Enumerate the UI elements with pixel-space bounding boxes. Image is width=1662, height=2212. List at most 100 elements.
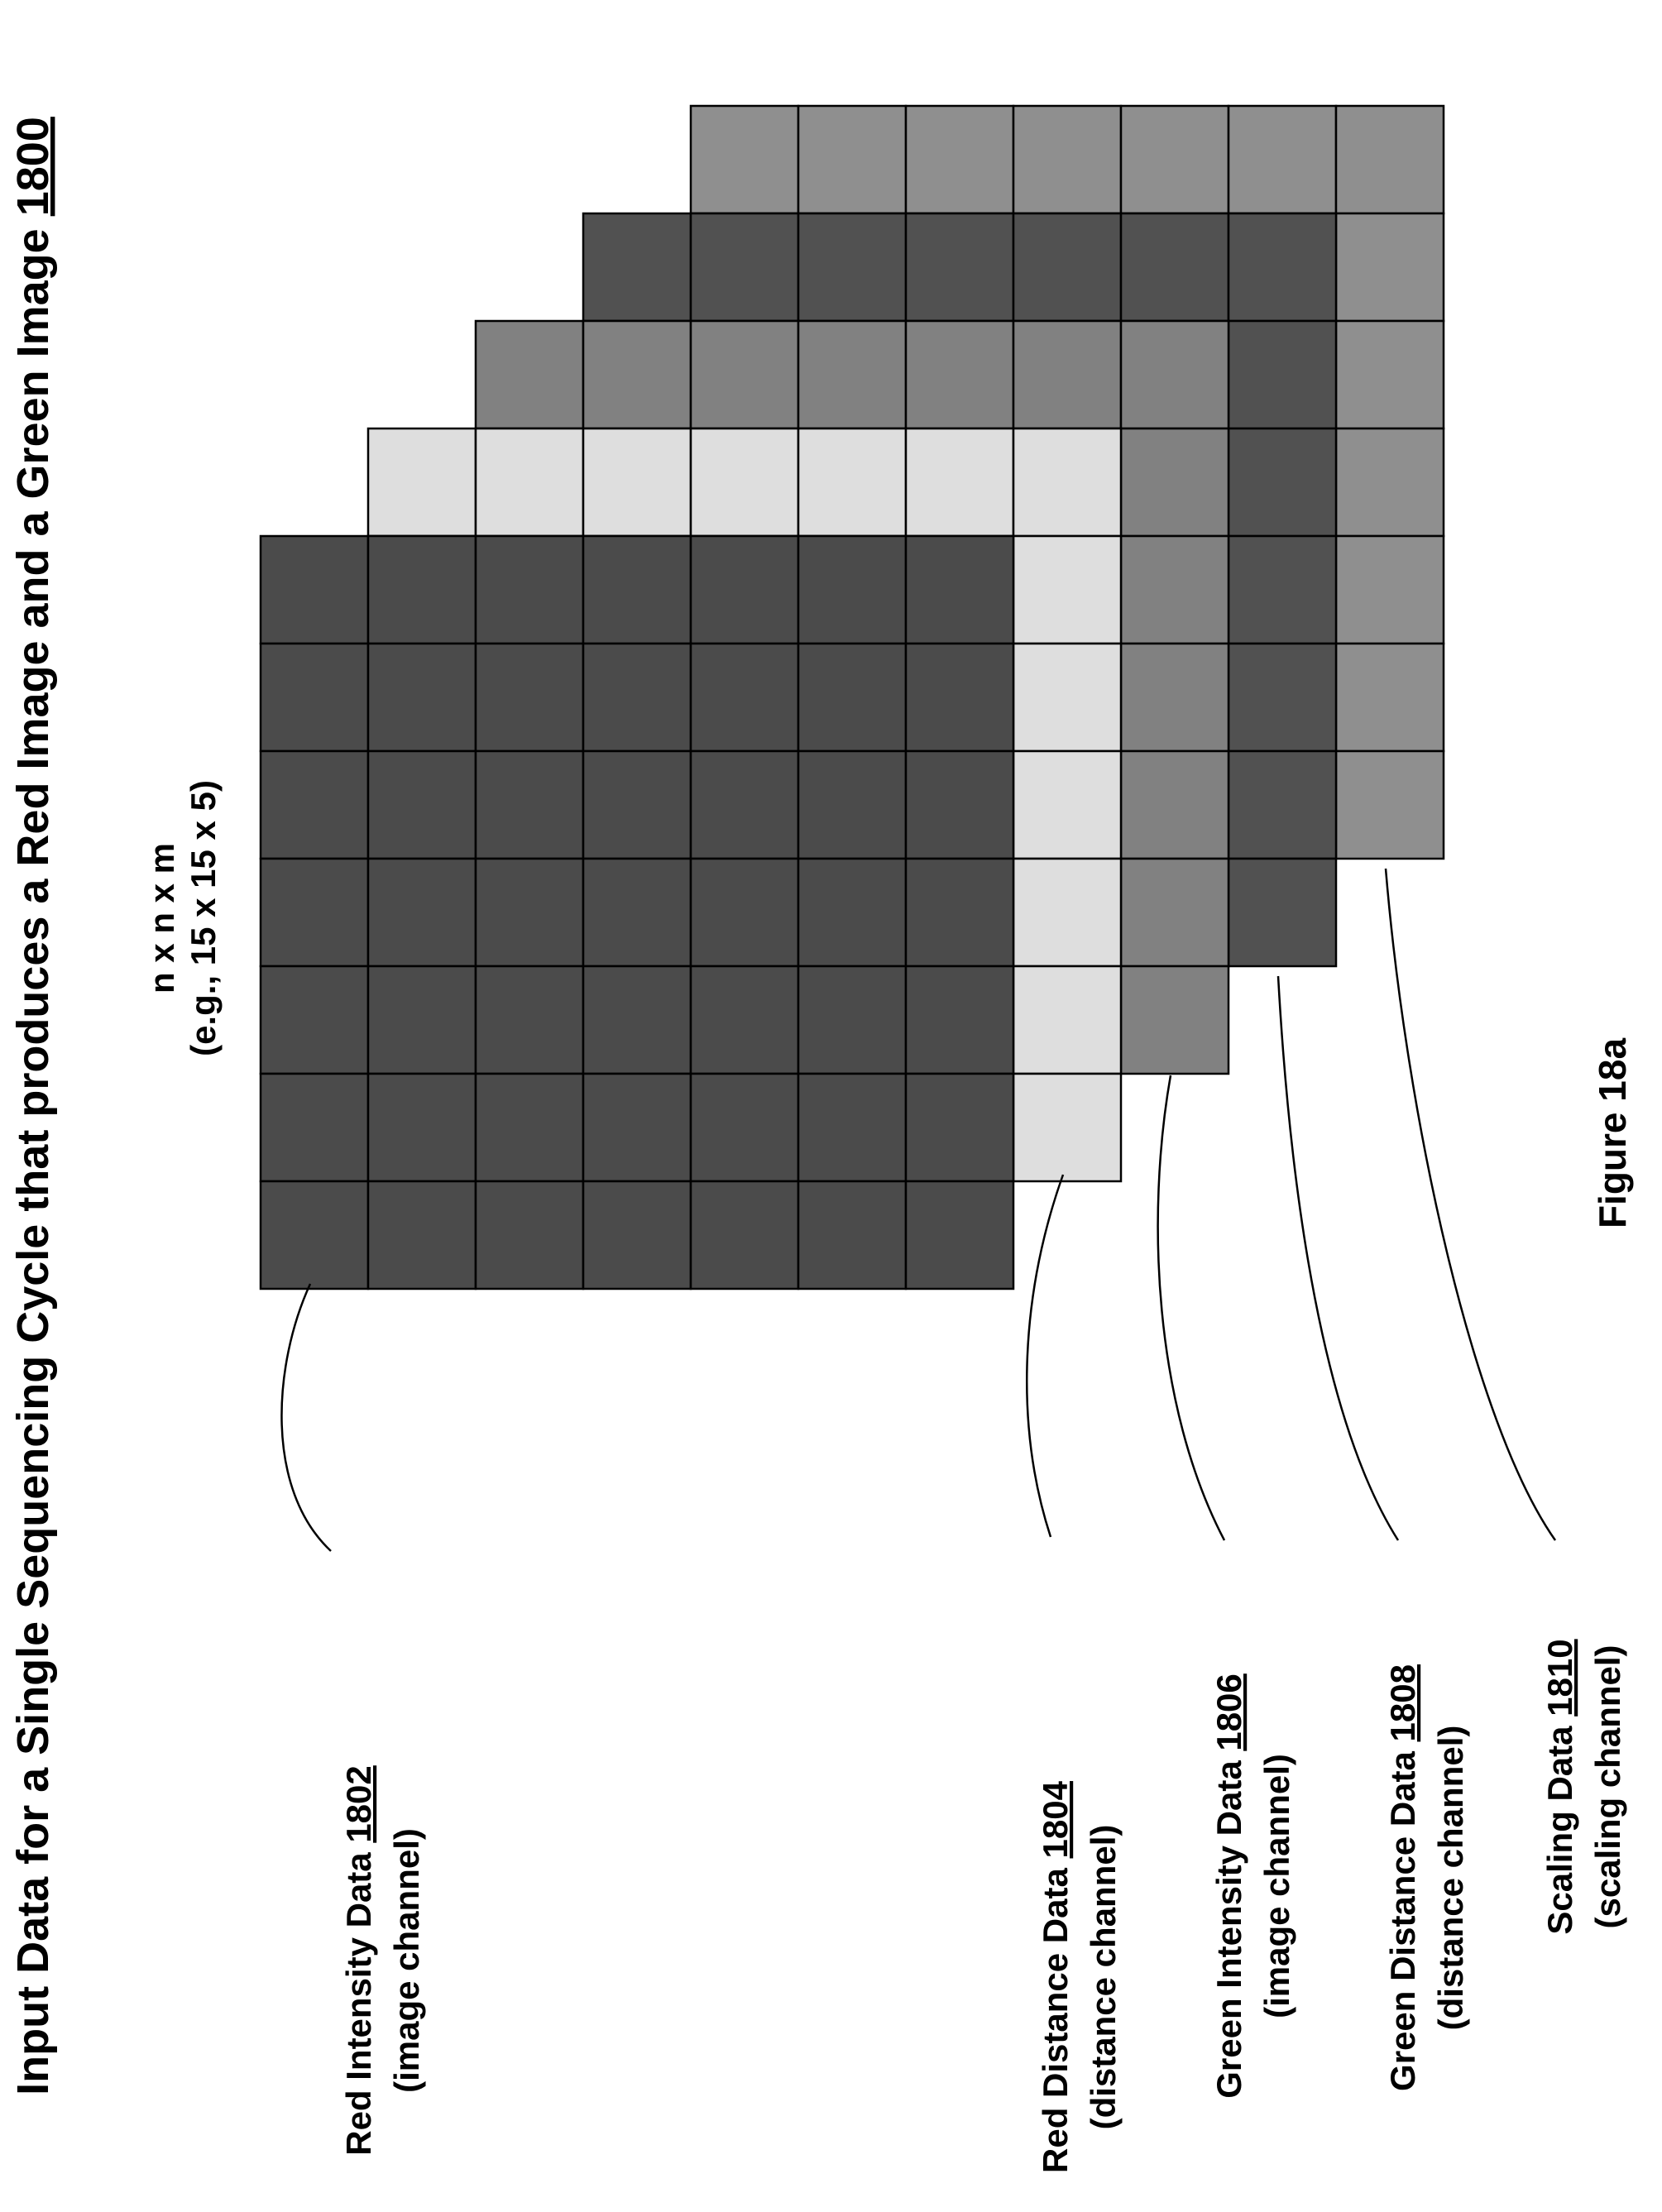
green-intensity-cell	[1119, 534, 1230, 645]
label-ref: 1804	[1036, 1780, 1075, 1858]
red-intensity-cell	[259, 534, 370, 645]
red-intensity-cell	[582, 1072, 692, 1183]
green-distance-cell	[1012, 212, 1123, 323]
label-ref: 1808	[1383, 1664, 1422, 1741]
scaling-cell	[1012, 104, 1123, 215]
red-intensity-cell	[904, 1072, 1015, 1183]
leader-line-green-distance	[1276, 975, 1400, 1541]
label-sub: (image channel)	[387, 1828, 426, 2093]
dimension-group: n x n x m (e.g., 15 x 15 x 5)	[142, 780, 223, 1056]
green-distance-cell	[1119, 212, 1230, 323]
red-intensity-cell	[582, 534, 692, 645]
red-intensity-cell	[474, 857, 585, 968]
layer-label-red-distance: Red Distance Data 1804 (distance channel…	[1036, 1780, 1123, 2173]
scaling-cell	[797, 104, 908, 215]
red-intensity-cell	[366, 534, 477, 645]
green-intensity-cell	[1119, 857, 1230, 968]
red-intensity-cell	[689, 534, 800, 645]
green-distance-cell	[582, 212, 692, 323]
scaling-cell	[1334, 104, 1445, 215]
green-intensity-cell	[1012, 319, 1123, 430]
red-distance-cell	[1012, 534, 1123, 645]
layer-stack	[259, 104, 1445, 1290]
red-intensity-cell	[259, 749, 370, 860]
red-distance-cell	[474, 427, 585, 538]
dimension-line-1: n x n x m	[142, 843, 181, 993]
svg-text:Scaling Data 1810: Scaling Data 1810	[1540, 1639, 1579, 1934]
leader-line-red-intensity	[280, 1283, 332, 1552]
leader-line-green-intensity	[1157, 1075, 1226, 1541]
red-intensity-data-layer	[259, 534, 1015, 1290]
figure-label-group: Figure 18a	[1591, 1038, 1634, 1229]
green-distance-cell	[1227, 212, 1338, 323]
red-distance-cell	[582, 427, 692, 538]
red-distance-cell	[1012, 427, 1123, 538]
red-intensity-cell	[689, 965, 800, 1075]
svg-text:Green Distance Data 1808: Green Distance Data 1808	[1383, 1664, 1422, 2091]
leader-line-red-distance	[1026, 1174, 1065, 1538]
scaling-cell	[1334, 534, 1445, 645]
red-intensity-cell	[797, 749, 908, 860]
red-distance-cell	[1012, 749, 1123, 860]
label-ref: 1806	[1209, 1673, 1248, 1750]
layer-label-green-intensity: Green Intensity Data 1806 (image channel…	[1209, 1673, 1296, 2099]
label-ref: 1802	[339, 1765, 378, 1842]
scaling-cell	[1334, 427, 1445, 538]
red-intensity-cell	[904, 965, 1015, 1075]
red-intensity-cell	[582, 642, 692, 753]
red-intensity-cell	[689, 642, 800, 753]
green-distance-cell	[904, 212, 1015, 323]
red-distance-cell	[1012, 857, 1123, 968]
red-intensity-cell	[474, 1180, 585, 1290]
red-intensity-cell	[904, 1180, 1015, 1290]
dimension-line-2: (e.g., 15 x 15 x 5)	[184, 780, 223, 1056]
scaling-cell	[1334, 212, 1445, 323]
red-intensity-cell	[797, 857, 908, 968]
red-intensity-cell	[797, 534, 908, 645]
scaling-cell	[689, 104, 800, 215]
red-intensity-cell	[366, 642, 477, 753]
label-sub: (distance channel)	[1431, 1726, 1470, 2031]
leader-line-scaling	[1384, 868, 1557, 1541]
red-intensity-cell	[797, 1072, 908, 1183]
svg-text:Red Intensity Data 1802: Red Intensity Data 1802	[339, 1765, 378, 2156]
red-intensity-cell	[689, 1180, 800, 1290]
red-intensity-cell	[582, 857, 692, 968]
green-distance-cell	[1227, 319, 1338, 430]
green-intensity-cell	[1119, 319, 1230, 430]
red-intensity-cell	[797, 1180, 908, 1290]
title-group: Input Data for a Single Sequencing Cycle…	[8, 117, 58, 2095]
scaling-cell	[1227, 104, 1338, 215]
red-distance-cell	[797, 427, 908, 538]
layer-label-green-distance: Green Distance Data 1808 (distance chann…	[1383, 1664, 1470, 2091]
green-intensity-cell	[1119, 427, 1230, 538]
red-intensity-cell	[904, 642, 1015, 753]
red-intensity-cell	[366, 857, 477, 968]
label-sub: (distance channel)	[1084, 1825, 1123, 2130]
red-intensity-cell	[366, 749, 477, 860]
red-intensity-cell	[259, 1072, 370, 1183]
label-name: Red Intensity Data	[339, 1843, 378, 2156]
red-intensity-cell	[259, 965, 370, 1075]
svg-text:Red Distance Data 1804: Red Distance Data 1804	[1036, 1780, 1075, 2173]
label-sub: (scaling channel)	[1588, 1645, 1627, 1928]
red-intensity-cell	[474, 1072, 585, 1183]
red-intensity-cell	[474, 749, 585, 860]
red-intensity-cell	[904, 857, 1015, 968]
green-distance-cell	[689, 212, 800, 323]
red-intensity-cell	[366, 1180, 477, 1290]
green-distance-cell	[1227, 857, 1338, 968]
red-distance-cell	[1012, 965, 1123, 1075]
diagram-title: Input Data for a Single Sequencing Cycle…	[8, 117, 58, 2095]
red-intensity-cell	[582, 965, 692, 1075]
red-intensity-cell	[904, 749, 1015, 860]
red-intensity-cell	[689, 1072, 800, 1183]
green-intensity-cell	[689, 319, 800, 430]
green-intensity-cell	[474, 319, 585, 430]
red-intensity-cell	[797, 642, 908, 753]
green-distance-cell	[797, 212, 908, 323]
figure-label: Figure 18a	[1591, 1038, 1634, 1229]
green-intensity-cell	[582, 319, 692, 430]
red-distance-cell	[689, 427, 800, 538]
scaling-cell	[1334, 319, 1445, 430]
